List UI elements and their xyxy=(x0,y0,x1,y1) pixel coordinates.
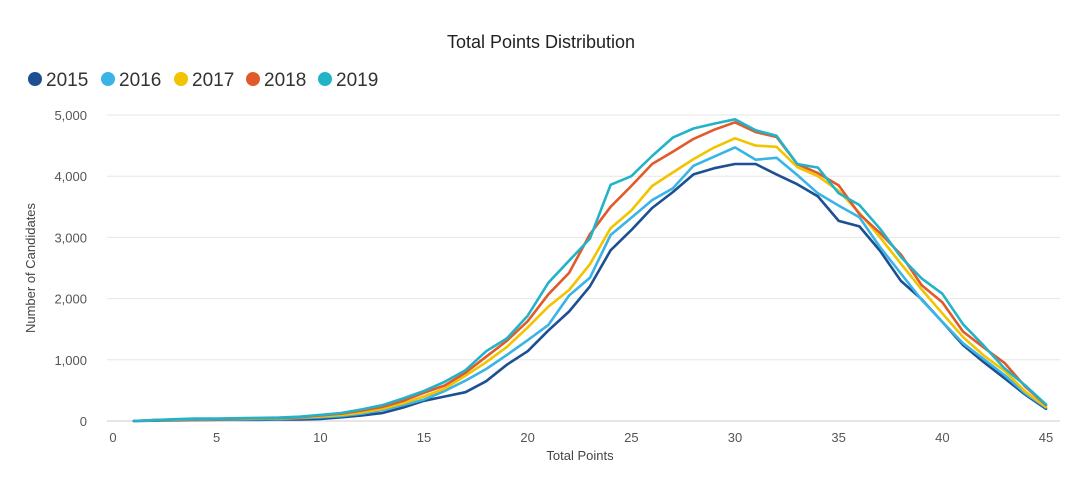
x-tick-label: 5 xyxy=(213,430,220,445)
y-tick-label: 0 xyxy=(80,414,87,429)
y-axis-label: Number of Candidates xyxy=(23,202,38,333)
x-tick-label: 35 xyxy=(831,430,845,445)
y-tick-label: 2,000 xyxy=(54,292,87,307)
grid-lines xyxy=(107,114,1060,422)
legend-marker xyxy=(246,72,260,86)
x-tick-label: 0 xyxy=(109,430,116,445)
y-tick-label: 5,000 xyxy=(54,108,87,123)
legend-marker xyxy=(174,72,188,86)
x-tick-label: 45 xyxy=(1039,430,1053,445)
legend-marker xyxy=(101,72,115,86)
legend: 2015 2016 2017 2018 2019 xyxy=(28,70,378,91)
legend-item-2017[interactable]: 2017 xyxy=(174,70,234,91)
legend-label: 2018 xyxy=(264,70,306,91)
x-tick-label: 25 xyxy=(624,430,638,445)
series-line-2017 xyxy=(132,137,1048,423)
x-tick-label: 15 xyxy=(417,430,431,445)
legend-label: 2015 xyxy=(46,70,88,91)
legend-item-2018[interactable]: 2018 xyxy=(246,70,306,91)
legend-marker xyxy=(318,72,332,86)
x-tick-label: 20 xyxy=(520,430,534,445)
legend-label: 2019 xyxy=(336,70,378,91)
legend-item-2019[interactable]: 2019 xyxy=(318,70,378,91)
series-lines xyxy=(132,118,1048,423)
series-line-2019 xyxy=(132,118,1048,423)
legend-item-2015[interactable]: 2015 xyxy=(28,70,88,91)
legend-item-2016[interactable]: 2016 xyxy=(101,70,161,91)
legend-label: 2017 xyxy=(192,70,234,91)
y-tick-label: 1,000 xyxy=(54,353,87,368)
x-axis-ticks: 0 5 10 15 20 25 30 35 40 45 xyxy=(109,430,1053,445)
y-axis-ticks: 0 1,000 2,000 3,000 4,000 5,000 xyxy=(54,108,87,429)
x-tick-label: 30 xyxy=(728,430,742,445)
y-tick-label: 4,000 xyxy=(54,169,87,184)
series-line-2015 xyxy=(132,162,1048,423)
chart-title: Total Points Distribution xyxy=(447,32,635,52)
legend-label: 2016 xyxy=(119,70,161,91)
legend-marker xyxy=(28,72,42,86)
y-tick-label: 3,000 xyxy=(54,230,87,245)
x-tick-label: 40 xyxy=(935,430,949,445)
series-line-2018 xyxy=(132,121,1048,423)
x-tick-label: 10 xyxy=(313,430,327,445)
x-axis-label: Total Points xyxy=(546,448,614,463)
